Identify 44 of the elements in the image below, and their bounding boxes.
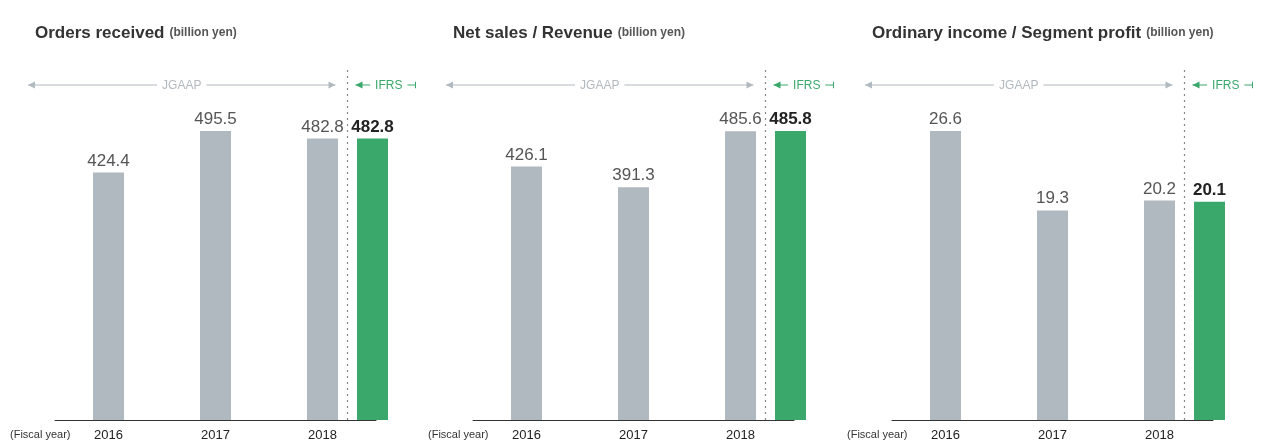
- data-label: 426.1: [505, 144, 549, 164]
- text: (Fiscal year): [846, 428, 908, 440]
- chart-subtitle: (billion yen): [618, 25, 686, 39]
- data-label: 495.5: [194, 109, 237, 129]
- data-label: 482.8: [351, 116, 394, 136]
- chart-title: Orders received: [35, 22, 165, 42]
- text: JGAAP: [998, 78, 1039, 92]
- data-label: 482.8: [301, 116, 344, 136]
- text: (Fiscal year): [10, 428, 71, 440]
- data-label: 424.4: [87, 150, 130, 170]
- x-tick-label: 2016: [930, 427, 960, 442]
- legend-label: IFRS: [793, 78, 821, 92]
- chart-title: Ordinary income / Segment profit: [871, 22, 1142, 42]
- chart-subtitle: (billion yen): [1145, 25, 1214, 39]
- bar: [1036, 210, 1068, 420]
- chart-title: Net sales / Revenue: [453, 22, 614, 42]
- bar: [618, 187, 650, 420]
- text: JGAAP: [162, 78, 202, 92]
- bar: [775, 131, 807, 420]
- x-tick-label: 2018: [726, 427, 756, 442]
- bar: [1143, 200, 1175, 420]
- data-label: 19.3: [1035, 188, 1069, 208]
- data-label: 20.2: [1142, 178, 1176, 198]
- legend-label: IFRS: [1211, 78, 1240, 92]
- bar: [725, 131, 757, 420]
- legend-label: IFRS: [375, 78, 403, 92]
- x-tick-label: 2016: [94, 427, 123, 442]
- bar: [929, 131, 961, 420]
- x-tick-label: 2017: [1037, 427, 1067, 442]
- x-tick-label: 2017: [619, 427, 649, 442]
- text: (Fiscal year): [428, 428, 489, 440]
- data-label: 485.6: [719, 109, 763, 129]
- text: JGAAP: [580, 78, 620, 92]
- x-tick-label: 2018: [1144, 427, 1174, 442]
- x-tick-label: 2017: [201, 427, 230, 442]
- x-tick-label: 2018: [308, 427, 337, 442]
- x-tick-label: 2016: [512, 427, 542, 442]
- data-label: 391.3: [612, 165, 656, 185]
- bar: [1193, 201, 1225, 420]
- data-label: 20.1: [1192, 179, 1226, 199]
- data-label: 26.6: [928, 109, 962, 129]
- data-label: 485.8: [769, 109, 813, 129]
- bar: [511, 166, 543, 420]
- chart-subtitle: (billion yen): [169, 25, 237, 39]
